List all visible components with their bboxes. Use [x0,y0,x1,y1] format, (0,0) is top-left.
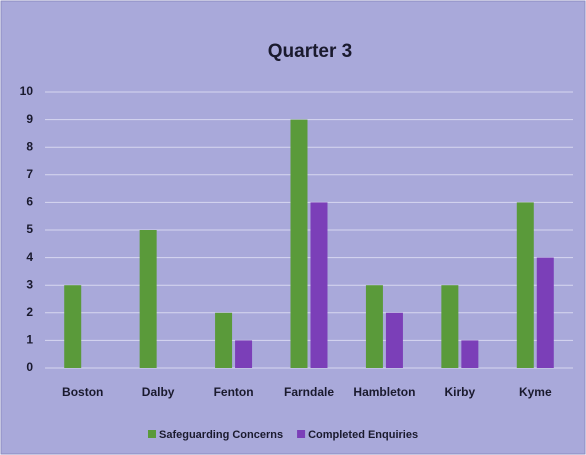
y-tick-label: 9 [26,112,33,126]
y-tick-label: 5 [26,222,33,236]
y-tick-label: 3 [26,277,33,291]
chart-title: Quarter 3 [268,41,352,62]
bar [516,202,534,368]
bar [310,202,328,368]
bar [64,285,82,368]
y-tick-label: 2 [26,305,33,319]
y-tick-label: 0 [26,360,33,374]
bar [385,312,403,368]
x-tick-label: Hambleton [353,385,415,399]
y-tick-label: 4 [26,250,33,264]
legend-label: Completed Enquiries [308,429,418,441]
bar [536,257,554,368]
x-tick-label: Kirby [445,385,476,399]
y-tick-label: 6 [26,195,33,209]
x-tick-label: Kyme [519,385,552,399]
x-tick-label: Fenton [214,385,254,399]
y-tick-label: 1 [26,333,33,347]
y-tick-label: 8 [26,139,33,153]
bar [461,340,479,368]
bar [290,119,308,368]
y-tick-label: 7 [26,167,33,181]
bar [441,285,459,368]
legend-swatch [148,430,156,438]
x-tick-label: Boston [62,385,103,399]
legend-label: Safeguarding Concerns [159,429,283,441]
y-tick-label: 10 [20,84,34,98]
bar [215,312,233,368]
bar [235,340,253,368]
bar [139,230,157,368]
bar [365,285,383,368]
x-tick-label: Dalby [142,385,175,399]
legend-swatch [297,430,306,438]
x-tick-label: Farndale [284,385,334,399]
